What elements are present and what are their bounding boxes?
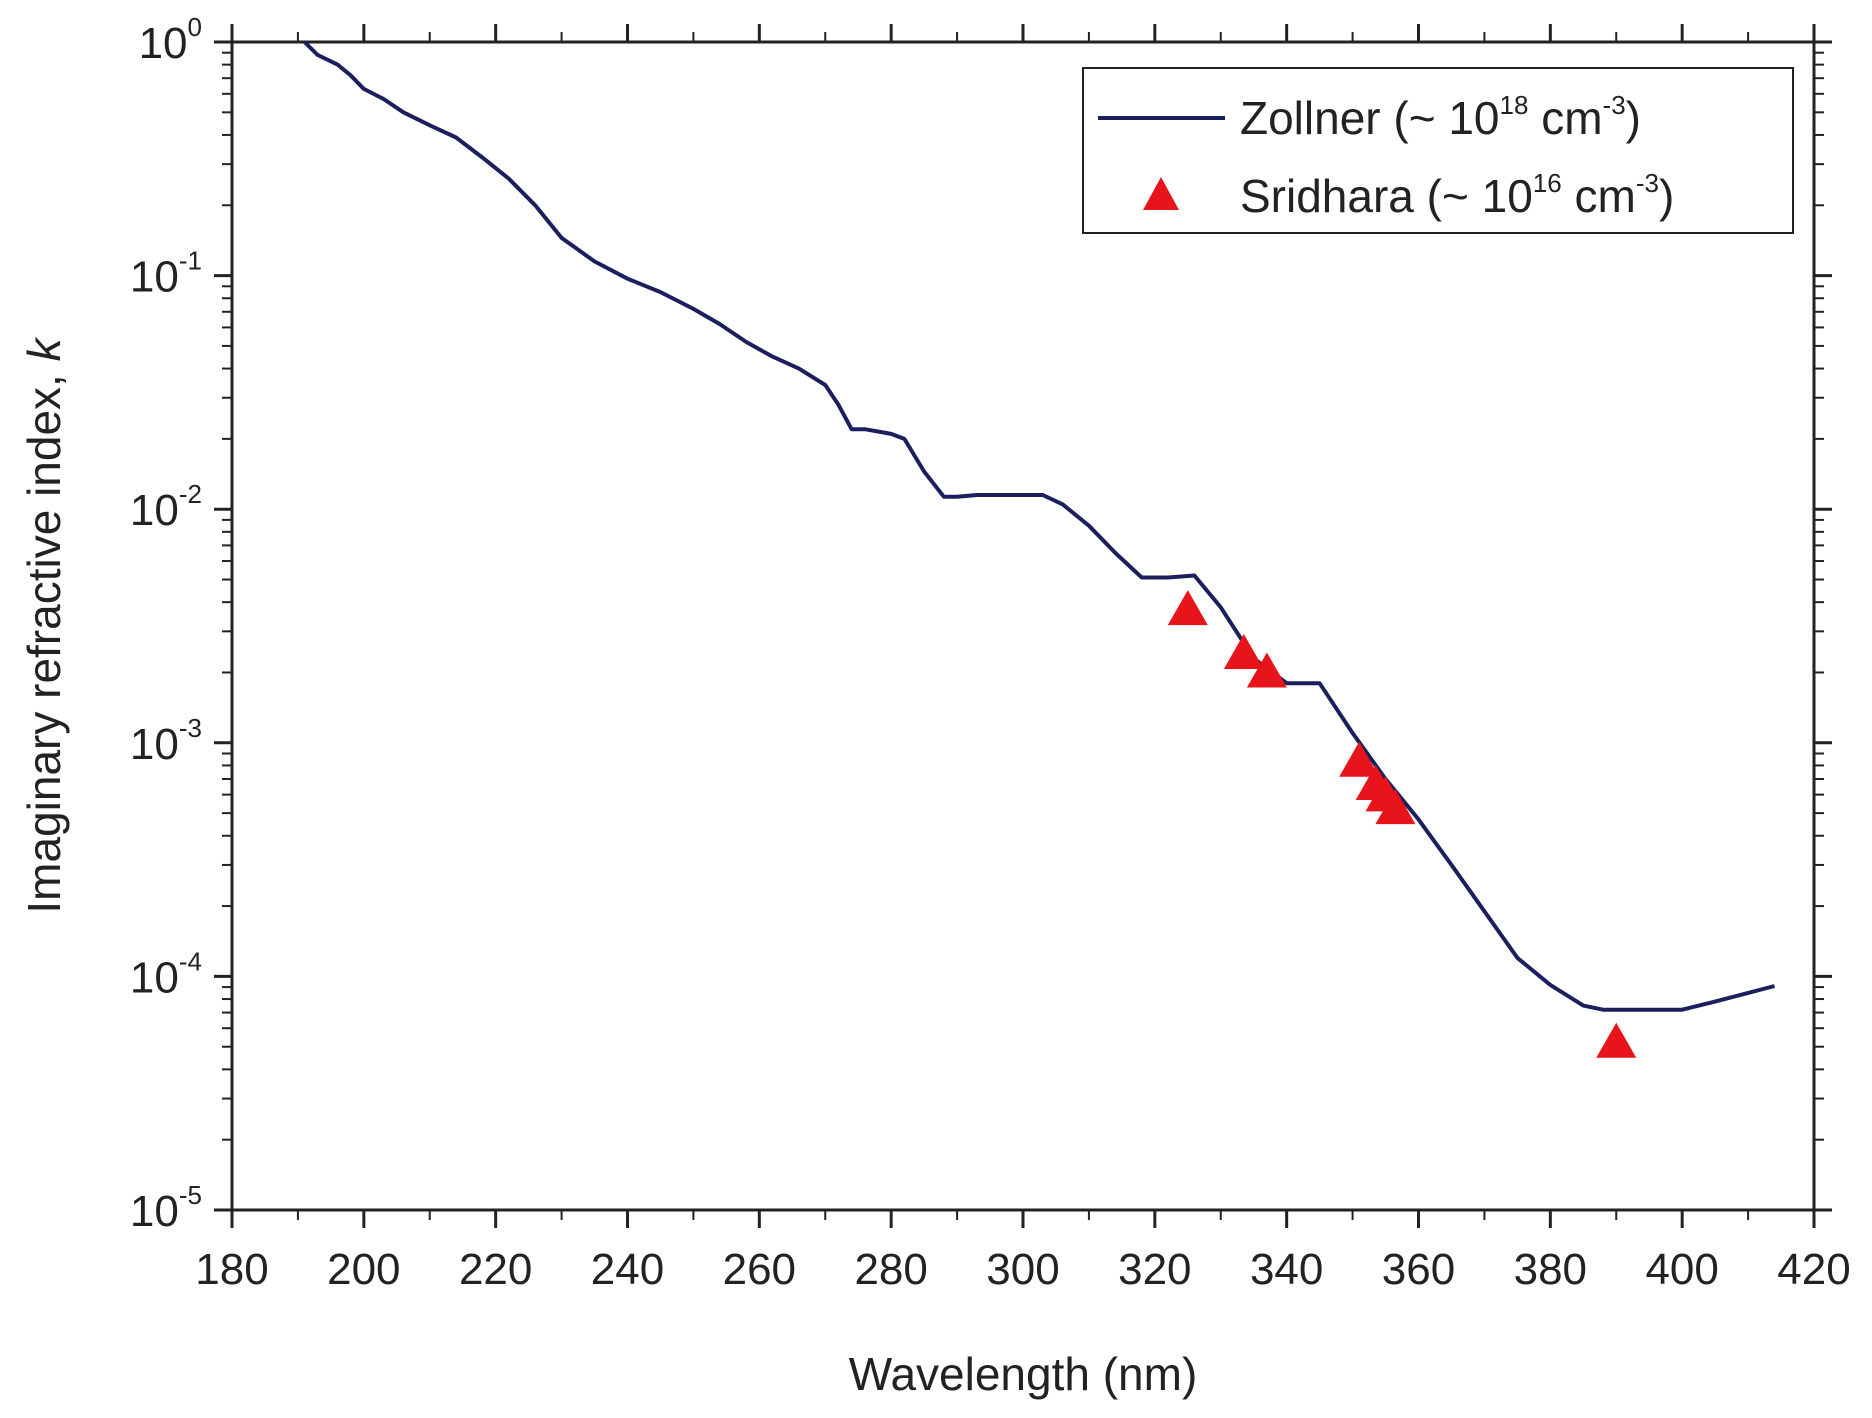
legend: Zollner (~ 1018 cm-3) Sridhara (~ 1016 c… bbox=[1082, 67, 1794, 234]
legend-label-zollner: Zollner (~ 1018 cm-3) bbox=[1240, 90, 1641, 144]
legend-zollner-unit-exp: -3 bbox=[1603, 90, 1626, 120]
legend-sridhara-close: ) bbox=[1659, 170, 1674, 222]
x-tick-label: 200 bbox=[327, 1245, 400, 1294]
legend-zollner-exp: 18 bbox=[1500, 90, 1529, 120]
y-tick-label-exp: -1 bbox=[179, 246, 202, 276]
data-point-sridhara bbox=[1596, 1022, 1637, 1058]
y-tick-label-base: 10 bbox=[130, 253, 179, 302]
legend-box bbox=[1082, 67, 1794, 234]
y-tick-label-exp: -4 bbox=[179, 946, 202, 976]
y-tick-label-exp: 0 bbox=[188, 12, 202, 42]
legend-sridhara-main: Sridhara (~ 10 bbox=[1240, 170, 1533, 222]
x-tick-label: 300 bbox=[986, 1245, 1059, 1294]
legend-sridhara-exp: 16 bbox=[1533, 168, 1562, 198]
data-point-sridhara bbox=[1246, 652, 1287, 688]
data-point-sridhara bbox=[1339, 741, 1380, 777]
y-tick-label: 100 bbox=[139, 12, 202, 68]
plot-frame bbox=[230, 40, 1816, 1212]
legend-zollner-unit: cm bbox=[1528, 92, 1602, 144]
legend-zollner-main: Zollner (~ 10 bbox=[1240, 92, 1500, 144]
x-tick-label: 220 bbox=[459, 1245, 532, 1294]
y-tick-label: 10-3 bbox=[130, 713, 202, 769]
y-tick-label-base: 10 bbox=[139, 19, 188, 68]
legend-label-sridhara: Sridhara (~ 1016 cm-3) bbox=[1240, 168, 1674, 222]
data-point-sridhara bbox=[1167, 590, 1208, 626]
y-tick-label-base: 10 bbox=[130, 1187, 179, 1236]
y-tick-label-exp: -2 bbox=[179, 479, 202, 509]
axis-ticks bbox=[214, 24, 1832, 1228]
y-tick-label: 10-2 bbox=[130, 479, 202, 535]
y-axis-label: Imaginary refractive index, k bbox=[18, 336, 70, 913]
y-axis-label-italic: k bbox=[18, 336, 70, 361]
y-tick-label-base: 10 bbox=[130, 486, 179, 535]
x-tick-label: 320 bbox=[1118, 1245, 1191, 1294]
x-tick-label: 400 bbox=[1645, 1245, 1718, 1294]
y-tick-label: 10-1 bbox=[130, 246, 202, 302]
x-axis-label: Wavelength (nm) bbox=[849, 1348, 1198, 1400]
data-point-sridhara bbox=[1223, 633, 1264, 669]
x-tick-label: 420 bbox=[1777, 1245, 1850, 1294]
x-tick-label: 280 bbox=[854, 1245, 927, 1294]
x-tick-label: 240 bbox=[591, 1245, 664, 1294]
data-point-sridhara bbox=[1375, 789, 1416, 825]
x-tick-labels: 180 200 220 240 260 280 300 320 340 360 380 400 420 bbox=[195, 1245, 1850, 1294]
y-tick-label: 10-4 bbox=[130, 946, 202, 1002]
legend-swatch-sridhara bbox=[1143, 177, 1179, 210]
x-tick-label: 360 bbox=[1382, 1245, 1455, 1294]
y-tick-label-base: 10 bbox=[130, 953, 179, 1002]
x-tick-label: 260 bbox=[723, 1245, 796, 1294]
y-tick-label-exp: -5 bbox=[179, 1180, 202, 1210]
series-line-zollner bbox=[303, 40, 1776, 1012]
x-tick-label: 340 bbox=[1250, 1245, 1323, 1294]
y-tick-label: 10-5 bbox=[130, 1180, 202, 1236]
y-tick-label-base: 10 bbox=[130, 720, 179, 769]
y-tick-label-exp: -3 bbox=[179, 713, 202, 743]
y-axis-label-main: Imaginary refractive index, bbox=[18, 361, 70, 913]
legend-sridhara-unit-exp: -3 bbox=[1636, 168, 1659, 198]
series-layer bbox=[303, 40, 1776, 1058]
legend-zollner-close: ) bbox=[1626, 92, 1641, 144]
x-tick-label: 380 bbox=[1514, 1245, 1587, 1294]
x-tick-label: 180 bbox=[195, 1245, 268, 1294]
legend-sridhara-unit: cm bbox=[1562, 170, 1636, 222]
